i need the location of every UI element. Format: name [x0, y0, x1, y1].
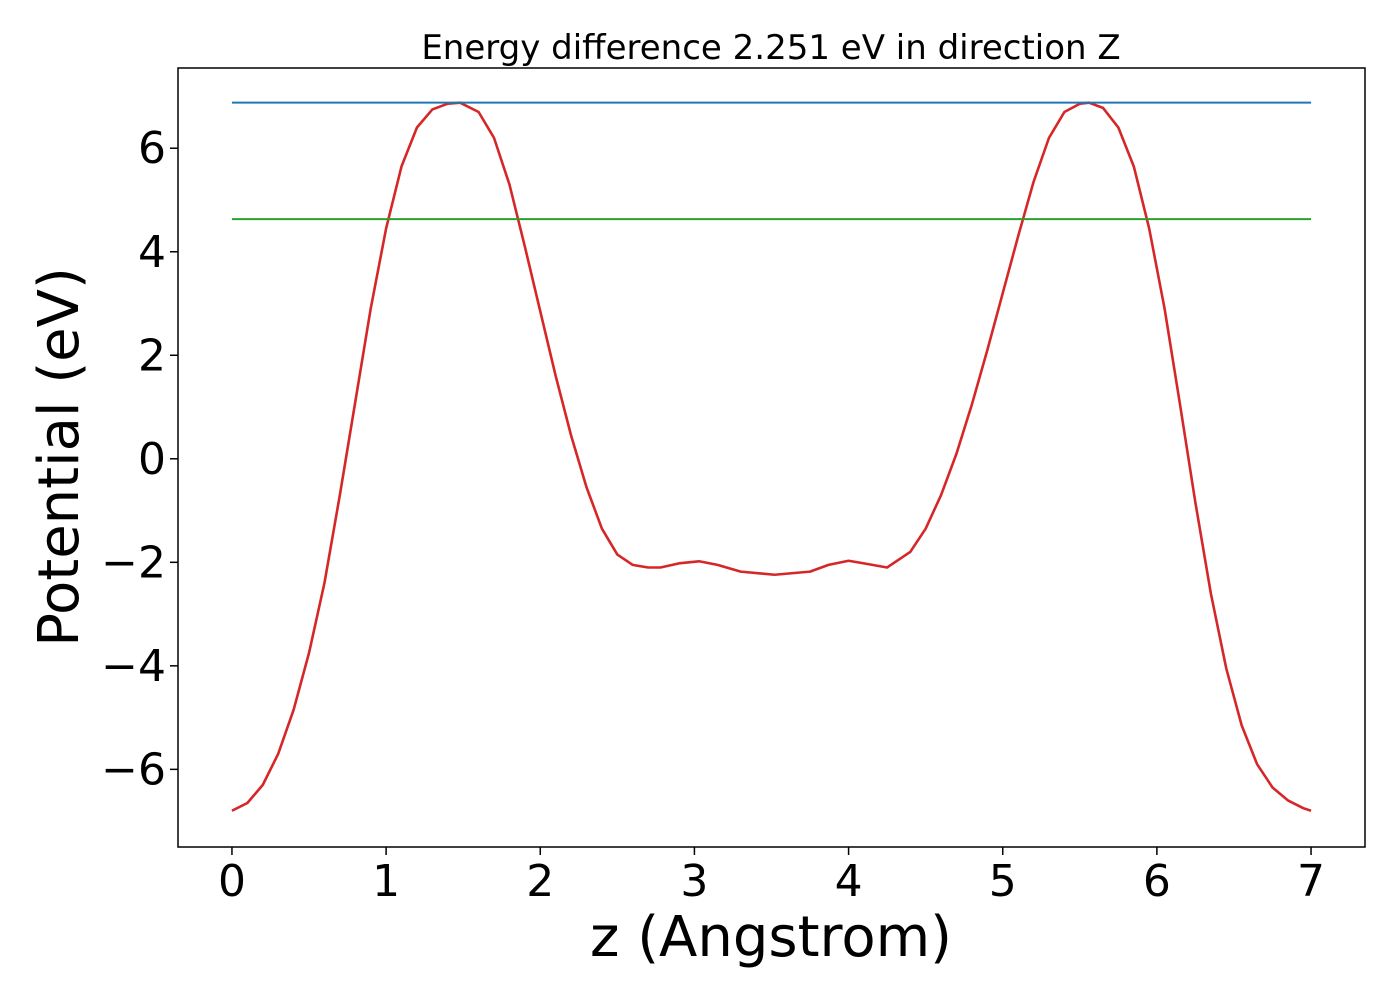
x-axis-label: z (Angstrom) — [590, 905, 952, 970]
y-tick-label: −6 — [101, 744, 166, 795]
series-line-1 — [231, 101, 1312, 813]
y-tick-label: −2 — [101, 537, 166, 588]
y-tick-label: 6 — [138, 123, 166, 174]
x-axis-ticks: 0 1 2 3 4 5 6 7 — [218, 847, 1325, 907]
chart-title: Energy difference 2.251 eV in direction … — [421, 28, 1120, 68]
x-tick-label: 2 — [526, 856, 554, 907]
y-tick-label: 0 — [138, 434, 166, 485]
y-tick-label: 2 — [138, 330, 166, 381]
x-tick-label: 6 — [1143, 856, 1171, 907]
x-tick-label: 3 — [680, 856, 708, 907]
y-tick-label: 4 — [138, 227, 166, 278]
x-tick-label: 4 — [835, 856, 863, 907]
y-axis-ticks: −6 −4 −2 0 2 4 6 — [101, 123, 178, 795]
x-tick-label: 7 — [1297, 856, 1325, 907]
series-layer — [231, 101, 1312, 813]
y-axis-label: Potential (eV) — [27, 267, 92, 647]
x-tick-label: 5 — [989, 856, 1017, 907]
plot-frame — [177, 67, 1366, 848]
y-tick-label: −4 — [101, 641, 166, 692]
x-tick-label: 1 — [372, 856, 400, 907]
x-tick-label: 0 — [218, 856, 246, 907]
